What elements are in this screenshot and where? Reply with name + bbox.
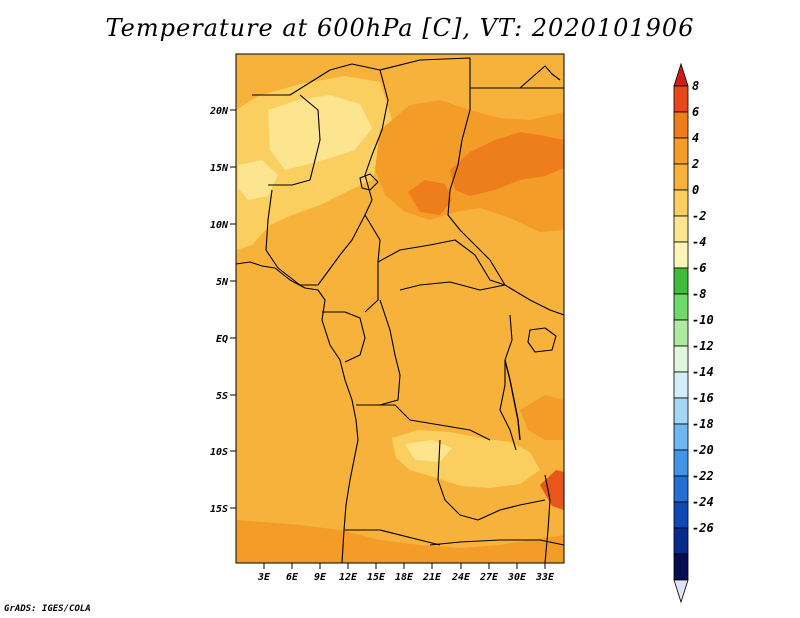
border-angola-drc [356, 404, 491, 441]
lat-label: 20N [209, 106, 229, 117]
colorbar-segment [673, 267, 689, 295]
lat-label: 10S [210, 447, 228, 458]
colorbar-label: 6 [692, 105, 699, 119]
colorbar-label: -18 [692, 417, 714, 431]
field-hot-sudan [450, 132, 564, 196]
colorbar-label: -20 [692, 443, 714, 457]
border-angola-namibia [344, 529, 441, 546]
map-frame [235, 53, 565, 564]
field-hot-chad [408, 180, 452, 215]
colorbar-segment [673, 345, 689, 373]
colorbar-segment [673, 501, 689, 529]
colorbar-segment [673, 553, 689, 581]
lat-label: 15S [210, 504, 228, 515]
grads-credit: GrADS: IGES/COLA [4, 604, 91, 614]
lat-label: 10N [210, 220, 229, 231]
lon-label: 6E [286, 572, 299, 583]
colorbar-top-arrow [673, 62, 689, 87]
coastline-west-africa [236, 261, 359, 563]
lon-label: 9E [314, 572, 327, 583]
colorbar-label: -26 [692, 521, 714, 535]
lake-chad [359, 173, 379, 191]
colorbar-label: -4 [692, 235, 706, 249]
colorbar-label: 8 [692, 79, 699, 93]
field-coolest-mali [238, 160, 278, 200]
lon-label: 12E [339, 572, 358, 583]
border-gabon-congo [322, 311, 366, 363]
borders [236, 57, 564, 563]
colorbar-segment [673, 293, 689, 321]
longitude-axis: 3E 6E 9E 12E 15E 18E 21E 24E 27E 30E 33E [257, 563, 555, 583]
lon-label: 33E [535, 572, 555, 583]
temperature-field [236, 54, 564, 563]
colorbar-label: 4 [692, 131, 699, 145]
lat-label: 15N [210, 163, 229, 174]
colorbar-segment [673, 397, 689, 425]
border-chad-sudan [447, 109, 471, 231]
colorbar-segment [673, 163, 689, 191]
border-mozambique [544, 474, 551, 563]
field-warm-angola-coast [236, 520, 564, 563]
colorbar-label: -6 [692, 261, 706, 275]
colorbar-bottom-arrow [673, 579, 689, 604]
border-drc-north [399, 281, 506, 291]
colorbar-legend: 8 6 4 2 0 -2 -4 -6 -8 -10 -12 -14 -16 -18 -20 -22 -24 -26 [673, 62, 714, 604]
colorbar-segment [673, 189, 689, 217]
colorbar-segment [673, 319, 689, 347]
colorbar-segment [673, 241, 689, 269]
latitude-axis: 20N 15N 10N 5N EQ 5S 10S 15S [209, 106, 236, 515]
colorbar-label: -24 [692, 495, 714, 509]
border-car-south [377, 239, 506, 286]
border-zambia-zimbabwe [477, 499, 546, 521]
colorbar-label: -14 [692, 365, 714, 379]
border-top-right [519, 65, 561, 89]
border-drc-east [499, 314, 517, 451]
lon-label: 15E [367, 572, 386, 583]
border-southern [429, 539, 564, 546]
colorbar-segment [673, 449, 689, 477]
lon-label: 3E [257, 572, 271, 583]
border-drc-west [379, 299, 401, 406]
border-angola-zambia [437, 439, 479, 521]
colorbar-label: -16 [692, 391, 714, 405]
border-nigeria [265, 189, 373, 286]
colorbar-label: 0 [692, 183, 699, 197]
lake-tanganyika [504, 359, 521, 441]
border-mali-niger [268, 94, 321, 186]
colorbar-label: -12 [692, 339, 714, 353]
lon-label: 18E [395, 572, 414, 583]
field-warm-east [520, 395, 564, 440]
lake-victoria [527, 327, 557, 353]
lon-label: 27E [479, 572, 499, 583]
colorbar-segment [673, 85, 689, 113]
colorbar-segment [673, 475, 689, 503]
lat-label: EQ [216, 334, 228, 345]
colorbar-segment [673, 137, 689, 165]
chart-title: Temperature at 600hPa [C], VT: 202010190… [105, 14, 695, 42]
border-sudan-south [459, 229, 564, 316]
lon-label: 30E [507, 572, 527, 583]
colorbar-segment [673, 371, 689, 399]
colorbar-segment [673, 111, 689, 139]
colorbar-segment [673, 527, 689, 555]
lon-label: 21E [422, 572, 442, 583]
border-niger-chad [364, 69, 389, 201]
colorbar-label: -10 [692, 313, 714, 327]
colorbar-label: 2 [691, 157, 699, 171]
colorbar-label: -8 [692, 287, 706, 301]
border-libya-chad [351, 57, 471, 110]
lon-label: 24E [451, 572, 471, 583]
lat-label: 5N [216, 277, 229, 288]
colorbar-segment [673, 215, 689, 243]
colorbar-segment [673, 423, 689, 451]
lat-label: 5S [216, 391, 228, 402]
colorbar-label: -2 [692, 209, 706, 223]
colorbar-label: -22 [692, 469, 714, 483]
border-algeria-mali [252, 63, 353, 96]
